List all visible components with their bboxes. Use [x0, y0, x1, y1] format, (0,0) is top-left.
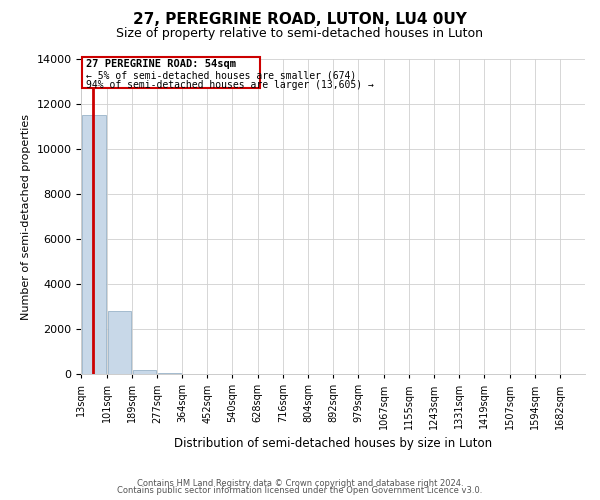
Text: 27, PEREGRINE ROAD, LUTON, LU4 0UY: 27, PEREGRINE ROAD, LUTON, LU4 0UY	[133, 12, 467, 28]
Bar	[82, 116, 106, 374]
Bar	[107, 311, 131, 374]
Y-axis label: Number of semi-detached properties: Number of semi-detached properties	[21, 114, 31, 320]
Text: Size of property relative to semi-detached houses in Luton: Size of property relative to semi-detach…	[116, 28, 484, 40]
Text: Contains public sector information licensed under the Open Government Licence v3: Contains public sector information licen…	[118, 486, 482, 495]
Text: ← 5% of semi-detached houses are smaller (674): ← 5% of semi-detached houses are smaller…	[86, 70, 356, 81]
Bar	[133, 370, 156, 374]
Bar	[82, 56, 260, 88]
Text: 27 PEREGRINE ROAD: 54sqm: 27 PEREGRINE ROAD: 54sqm	[86, 60, 236, 70]
Text: Contains HM Land Registry data © Crown copyright and database right 2024.: Contains HM Land Registry data © Crown c…	[137, 478, 463, 488]
Text: 94% of semi-detached houses are larger (13,605) →: 94% of semi-detached houses are larger (…	[86, 80, 374, 90]
X-axis label: Distribution of semi-detached houses by size in Luton: Distribution of semi-detached houses by …	[174, 437, 492, 450]
Bar	[158, 373, 181, 374]
